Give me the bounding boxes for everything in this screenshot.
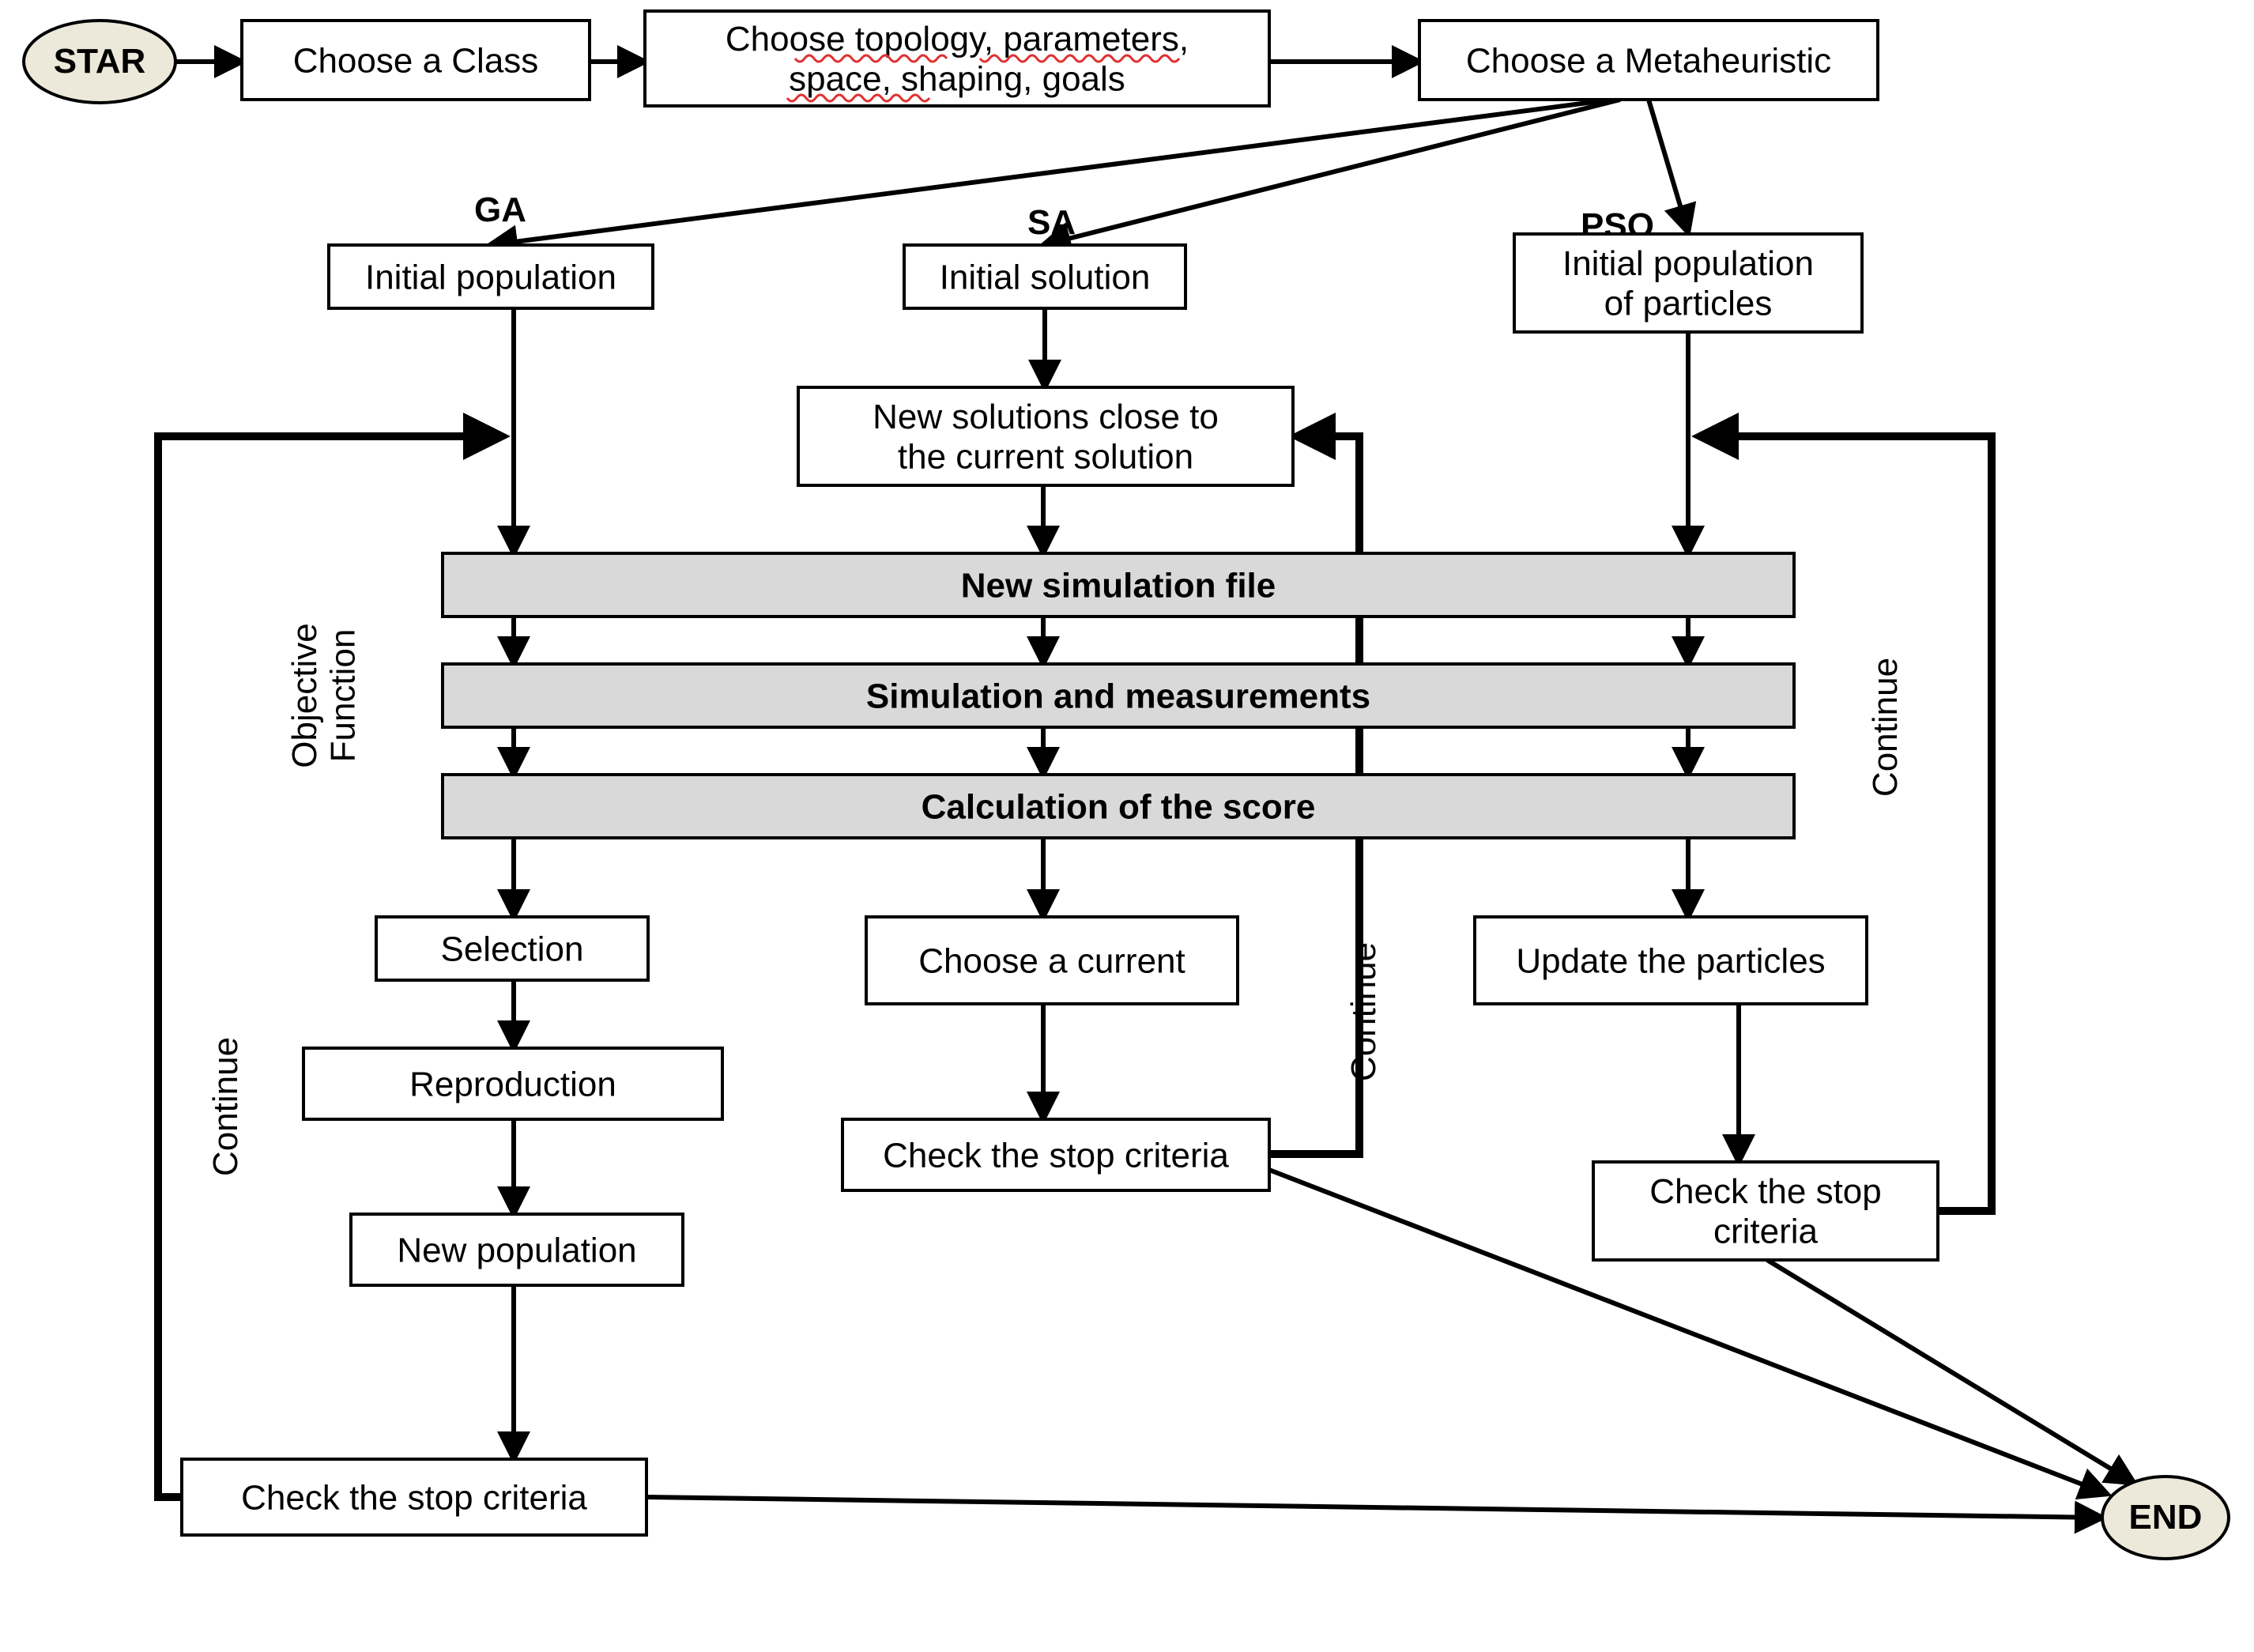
header-sa: SA (1027, 203, 1076, 242)
arrow (1043, 100, 1620, 245)
start-label: STAR (54, 42, 146, 81)
end-label: END (2129, 1498, 2203, 1537)
choose_meta-text: Choose a Metaheuristic (1466, 41, 1831, 80)
label-cont1: Continue (206, 1037, 245, 1176)
label-cont2: Continue (1344, 942, 1383, 1081)
arrow (1767, 1260, 2134, 1483)
label-cont3: Continue (1866, 658, 1905, 797)
pso_upd-text: Update the particles (1516, 941, 1825, 980)
ga_init-text: Initial population (365, 258, 616, 296)
sim_score-text: Calculation of the score (922, 787, 1316, 826)
label-objective: ObjectiveFunction (285, 623, 362, 768)
pso_init-text: of particles (1604, 285, 1773, 323)
arrow (646, 1497, 2102, 1518)
choose_topology-text: space, shaping, goals (789, 60, 1125, 99)
choose_class-text: Choose a Class (293, 41, 539, 80)
arrow (1649, 100, 1688, 232)
sa_choose-text: Choose a current (918, 941, 1185, 980)
pso_stop-text: criteria (1713, 1213, 1819, 1251)
ga_rep-text: Reproduction (409, 1065, 616, 1103)
sa_newsol-text: the current solution (898, 438, 1193, 477)
sim_meas-text: Simulation and measurements (866, 677, 1370, 715)
ga_stop-text: Check the stop criteria (241, 1478, 587, 1517)
sa_newsol-text: New solutions close to (873, 398, 1219, 436)
sa_init-text: Initial solution (940, 258, 1151, 296)
sa_stop-text: Check the stop criteria (883, 1136, 1229, 1175)
pso_init-text: Initial population (1562, 244, 1814, 283)
ga_sel-text: Selection (440, 930, 583, 968)
sim_file-text: New simulation file (961, 566, 1276, 605)
pso_stop-text: Check the stop (1649, 1172, 1882, 1211)
header-ga: GA (474, 190, 526, 229)
ga_newpop-text: New population (397, 1231, 636, 1269)
choose_topology-text: Choose topology, parameters, (726, 20, 1189, 58)
